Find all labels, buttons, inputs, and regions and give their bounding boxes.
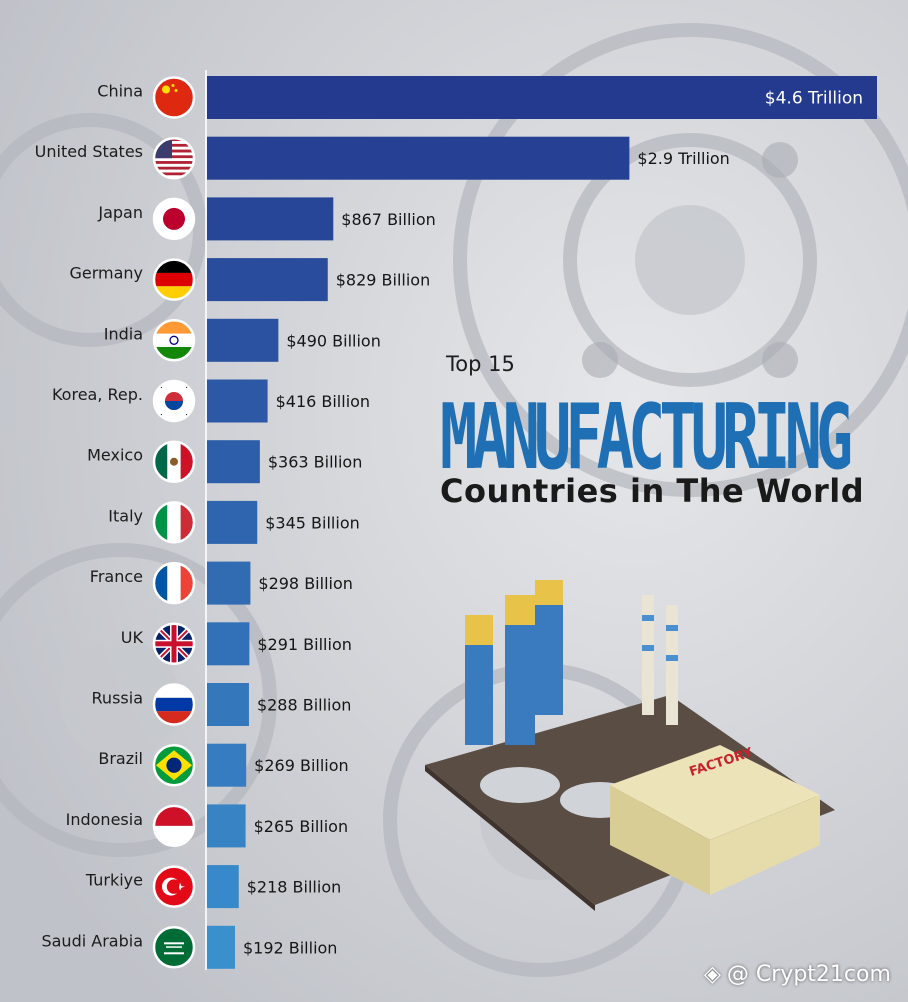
value-label: $4.6 Trillion [765,89,863,109]
value-label: $867 Billion [341,210,436,229]
saudi-arabia-flag-icon [152,926,196,969]
brazil-flag-icon [152,743,196,787]
value-label: $363 Billion [268,453,363,472]
title-main: MANUFACTURING [440,384,853,490]
value-label: $291 Billion [257,635,352,654]
japan-flag-icon [152,197,196,241]
bar-japan [207,197,334,241]
country-label: Italy [108,506,143,525]
france-flag-icon [152,561,196,605]
bar-korea-rep- [207,379,268,423]
bar-germany [207,258,328,302]
country-label: United States [35,142,143,161]
bar-italy [207,500,258,544]
country-label: Brazil [98,749,143,768]
usa-flag-icon [152,136,196,180]
country-label: Korea, Rep. [52,385,143,404]
mexico-flag-icon [152,440,196,483]
bar-india [207,318,279,362]
bar-saudi-arabia [207,925,235,969]
value-label: $218 Billion [247,878,342,897]
diamond-logo-icon: ◈ [704,962,721,987]
bar-brazil [207,743,247,787]
korea-flag-icon [152,379,196,423]
bar-china [207,76,877,119]
factory-illustration: FACTORY [425,580,835,911]
bar-uk [207,622,250,666]
value-label: $192 Billion [243,938,338,957]
country-label: Japan [97,203,143,222]
title-top: Top 15 [446,352,515,376]
title-block: Top 15 MANUFACTURING Countries in The Wo… [440,352,870,510]
country-label: China [97,82,143,101]
watermark: ◈ @ Crypt21com [704,962,891,987]
country-label: Russia [92,689,143,708]
value-label: $265 Billion [254,817,349,836]
value-label: $345 Billion [265,513,360,532]
bar-indonesia [207,804,246,848]
value-label: $269 Billion [254,756,348,775]
uk-flag-icon [152,622,196,666]
country-label: France [90,567,143,586]
value-label: $2.9 Trillion [637,149,729,168]
china-flag-icon [152,76,196,119]
country-label: UK [121,628,144,647]
bar-france [207,561,251,605]
value-label: $298 Billion [258,574,353,593]
watermark-text: @ Crypt21com [726,962,891,987]
value-label: $288 Billion [257,696,352,715]
country-label: Germany [69,264,143,283]
country-label: Turkiye [85,871,143,890]
title-subtitle: Countries in The World [440,472,865,510]
italy-flag-icon [152,501,196,544]
india-flag-icon [152,319,196,362]
bar-russia [207,683,249,726]
country-label: India [104,324,143,343]
turkiye-flag-icon [152,865,196,908]
value-label: $490 Billion [286,331,381,350]
value-label: $829 Billion [336,271,431,290]
country-label: Indonesia [66,810,143,829]
bar-mexico [207,440,260,484]
indonesia-flag-icon [152,804,196,848]
germany-flag-icon [152,258,196,301]
value-label: $416 Billion [276,392,371,411]
country-label: Mexico [87,446,143,465]
country-label: Saudi Arabia [41,931,143,950]
bar-united-states [207,136,630,180]
russia-flag-icon [152,683,196,726]
bar-turkiye [207,865,239,909]
